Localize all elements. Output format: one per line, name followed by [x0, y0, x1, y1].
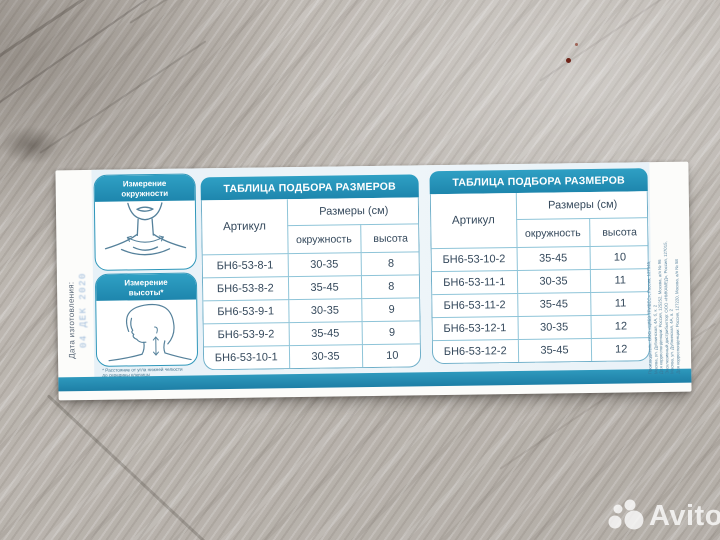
head-profile-illustration [108, 303, 192, 362]
wood-grain-line [0, 0, 245, 110]
avito-watermark-text: Avito [649, 499, 720, 532]
table-cell: 9 [361, 297, 422, 322]
measure-circumference-title: Измерение окружности [94, 174, 195, 202]
size-table-left-title: ТАБЛИЦА ПОДБОРА РАЗМЕРОВ [200, 174, 419, 201]
table-row: БН6-53-9-2 35-45 9 [203, 320, 422, 347]
size-table-right: ТАБЛИЦА ПОДБОРА РАЗМЕРОВ Артикул Размеры… [429, 168, 651, 365]
table-row: БН6-53-11-2 35-45 11 [432, 291, 651, 318]
table-cell: 10 [386, 349, 399, 362]
table-cell: БН6-53-9-2 [203, 322, 289, 347]
table-cell: 11 [589, 268, 651, 293]
table-cell: 35-45 [517, 338, 592, 362]
title-line: окружности [121, 188, 169, 199]
size-table-right-grid: Артикул Размеры (см) окружность высота Б… [430, 191, 651, 364]
wood-grain-line [129, 0, 307, 24]
column-header-circumference: окружность [287, 224, 361, 254]
table-cell: 30-35 [288, 344, 363, 369]
size-table-right-title: ТАБЛИЦА ПОДБОРА РАЗМЕРОВ [429, 168, 648, 195]
table-cell: 35-45 [517, 292, 591, 317]
package-card: Дата изготовления: 04 ДЕК 2020 Измерение… [55, 161, 692, 401]
wood-plank-seam [47, 394, 219, 540]
column-header-article: Артикул [430, 193, 517, 249]
size-table-left: ТАБЛИЦА ПОДБОРА РАЗМЕРОВ Артикул Размеры… [200, 174, 422, 371]
column-header-article: Артикул [201, 199, 288, 255]
table-cell: 11 [590, 291, 651, 316]
table-cell: БН6-53-11-2 [432, 293, 518, 318]
table-row: БН6-53-10-1 30-35 10 [203, 344, 421, 370]
manufacturer-info-text: Производитель: ООО «ЦЛБЗ ТРИВЕС», Россия… [645, 158, 682, 374]
wood-knot [0, 126, 62, 164]
table-cell: БН6-53-9-1 [203, 299, 289, 324]
table-cell: 35-45 [288, 321, 362, 346]
red-speck [566, 58, 571, 63]
table-row: БН6-53-10-2 35-45 10 [431, 245, 650, 272]
table-cell: БН6-53-8-1 [202, 253, 288, 278]
table-cell: БН6-53-12-2 [432, 339, 519, 364]
date-of-manufacture-label: Дата изготовления: [66, 281, 77, 359]
table-row: БН6-53-12-2 35-45 12 [432, 338, 650, 364]
column-header-height: высота [360, 223, 421, 253]
table-cell: 30-35 [288, 298, 362, 323]
table-cell: БН6-53-12-1 [432, 316, 518, 341]
table-cell: БН6-53-10-2 [431, 247, 517, 272]
wood-grain-line [539, 0, 720, 82]
table-row: БН6-53-8-2 35-45 8 [202, 274, 422, 301]
table-row: БН6-53-9-1 30-35 9 [203, 297, 422, 324]
table-cell: 8 [360, 251, 421, 276]
table-cell: 30-35 [516, 269, 591, 294]
measure-height-title: Измерение высоты* [95, 273, 197, 301]
column-header-height: высота [589, 217, 650, 247]
table-cell: 8 [360, 274, 422, 299]
table-row: БН6-53-11-1 30-35 11 [431, 268, 651, 295]
table-cell: 10 [589, 245, 650, 270]
table-cell: 9 [361, 320, 422, 345]
table-row: БН6-53-8-1 30-35 8 [202, 251, 421, 278]
avito-logo-icon [608, 499, 644, 530]
table-cell: БН6-53-8-2 [202, 276, 289, 301]
title-line: высоты* [128, 287, 164, 297]
table-row: БН6-53-12-1 30-35 12 [432, 314, 651, 341]
table-cell: 30-35 [517, 315, 591, 340]
measure-circumference-box: Измерение окружности [93, 173, 197, 271]
column-header-circumference: окружность [516, 218, 590, 248]
red-speck [575, 43, 578, 46]
table-cell: 12 [590, 314, 651, 339]
table-cell: 35-45 [516, 246, 590, 271]
table-cell: БН6-53-10-1 [203, 345, 290, 370]
date-stamp: 04 ДЕК 2020 [77, 272, 89, 349]
column-header-sizes: Размеры (см) [286, 197, 421, 226]
table-cell: 35-45 [287, 275, 362, 300]
measure-height-box: Измерение высоты* [94, 272, 199, 367]
column-header-sizes: Размеры (см) [515, 191, 650, 220]
table-cell: 12 [615, 343, 628, 356]
table-cell: БН6-53-11-1 [431, 270, 518, 295]
size-table-left-grid: Артикул Размеры (см) окружность высота Б… [201, 197, 422, 370]
avito-watermark: Avito [606, 497, 720, 535]
table-cell: 30-35 [287, 252, 361, 277]
neck-front-illustration [104, 202, 187, 256]
